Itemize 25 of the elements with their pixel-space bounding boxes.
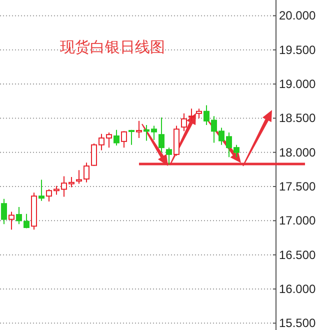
y-tick-label: 18.500 bbox=[279, 111, 316, 126]
y-tick-label: 16.500 bbox=[279, 248, 316, 262]
candlestick bbox=[128, 129, 134, 146]
candlestick bbox=[136, 120, 142, 139]
y-tick-label: 19.500 bbox=[279, 42, 316, 57]
candlestick bbox=[121, 130, 127, 148]
candlestick bbox=[8, 211, 14, 230]
candlestick bbox=[158, 117, 164, 153]
candlestick bbox=[1, 198, 7, 225]
candlestick bbox=[114, 129, 120, 146]
y-tick-label: 17.000 bbox=[279, 214, 316, 228]
candlestick bbox=[24, 213, 30, 229]
y-tick-label: 19.000 bbox=[279, 77, 316, 92]
y-tick-label: 17.500 bbox=[279, 180, 316, 194]
y-tick-label: 20.000 bbox=[279, 8, 316, 23]
y-tick-label: 15.500 bbox=[279, 316, 316, 330]
text: 现货白银日线图 bbox=[60, 39, 165, 56]
candlestick bbox=[166, 147, 172, 166]
candlestick bbox=[16, 206, 22, 225]
candlestick bbox=[196, 108, 202, 119]
candlestick bbox=[188, 108, 194, 122]
y-tick-label: 18.000 bbox=[279, 145, 316, 160]
candlestick bbox=[181, 112, 187, 132]
y-tick-label: 16.000 bbox=[279, 282, 316, 296]
candlestick bbox=[38, 179, 44, 202]
